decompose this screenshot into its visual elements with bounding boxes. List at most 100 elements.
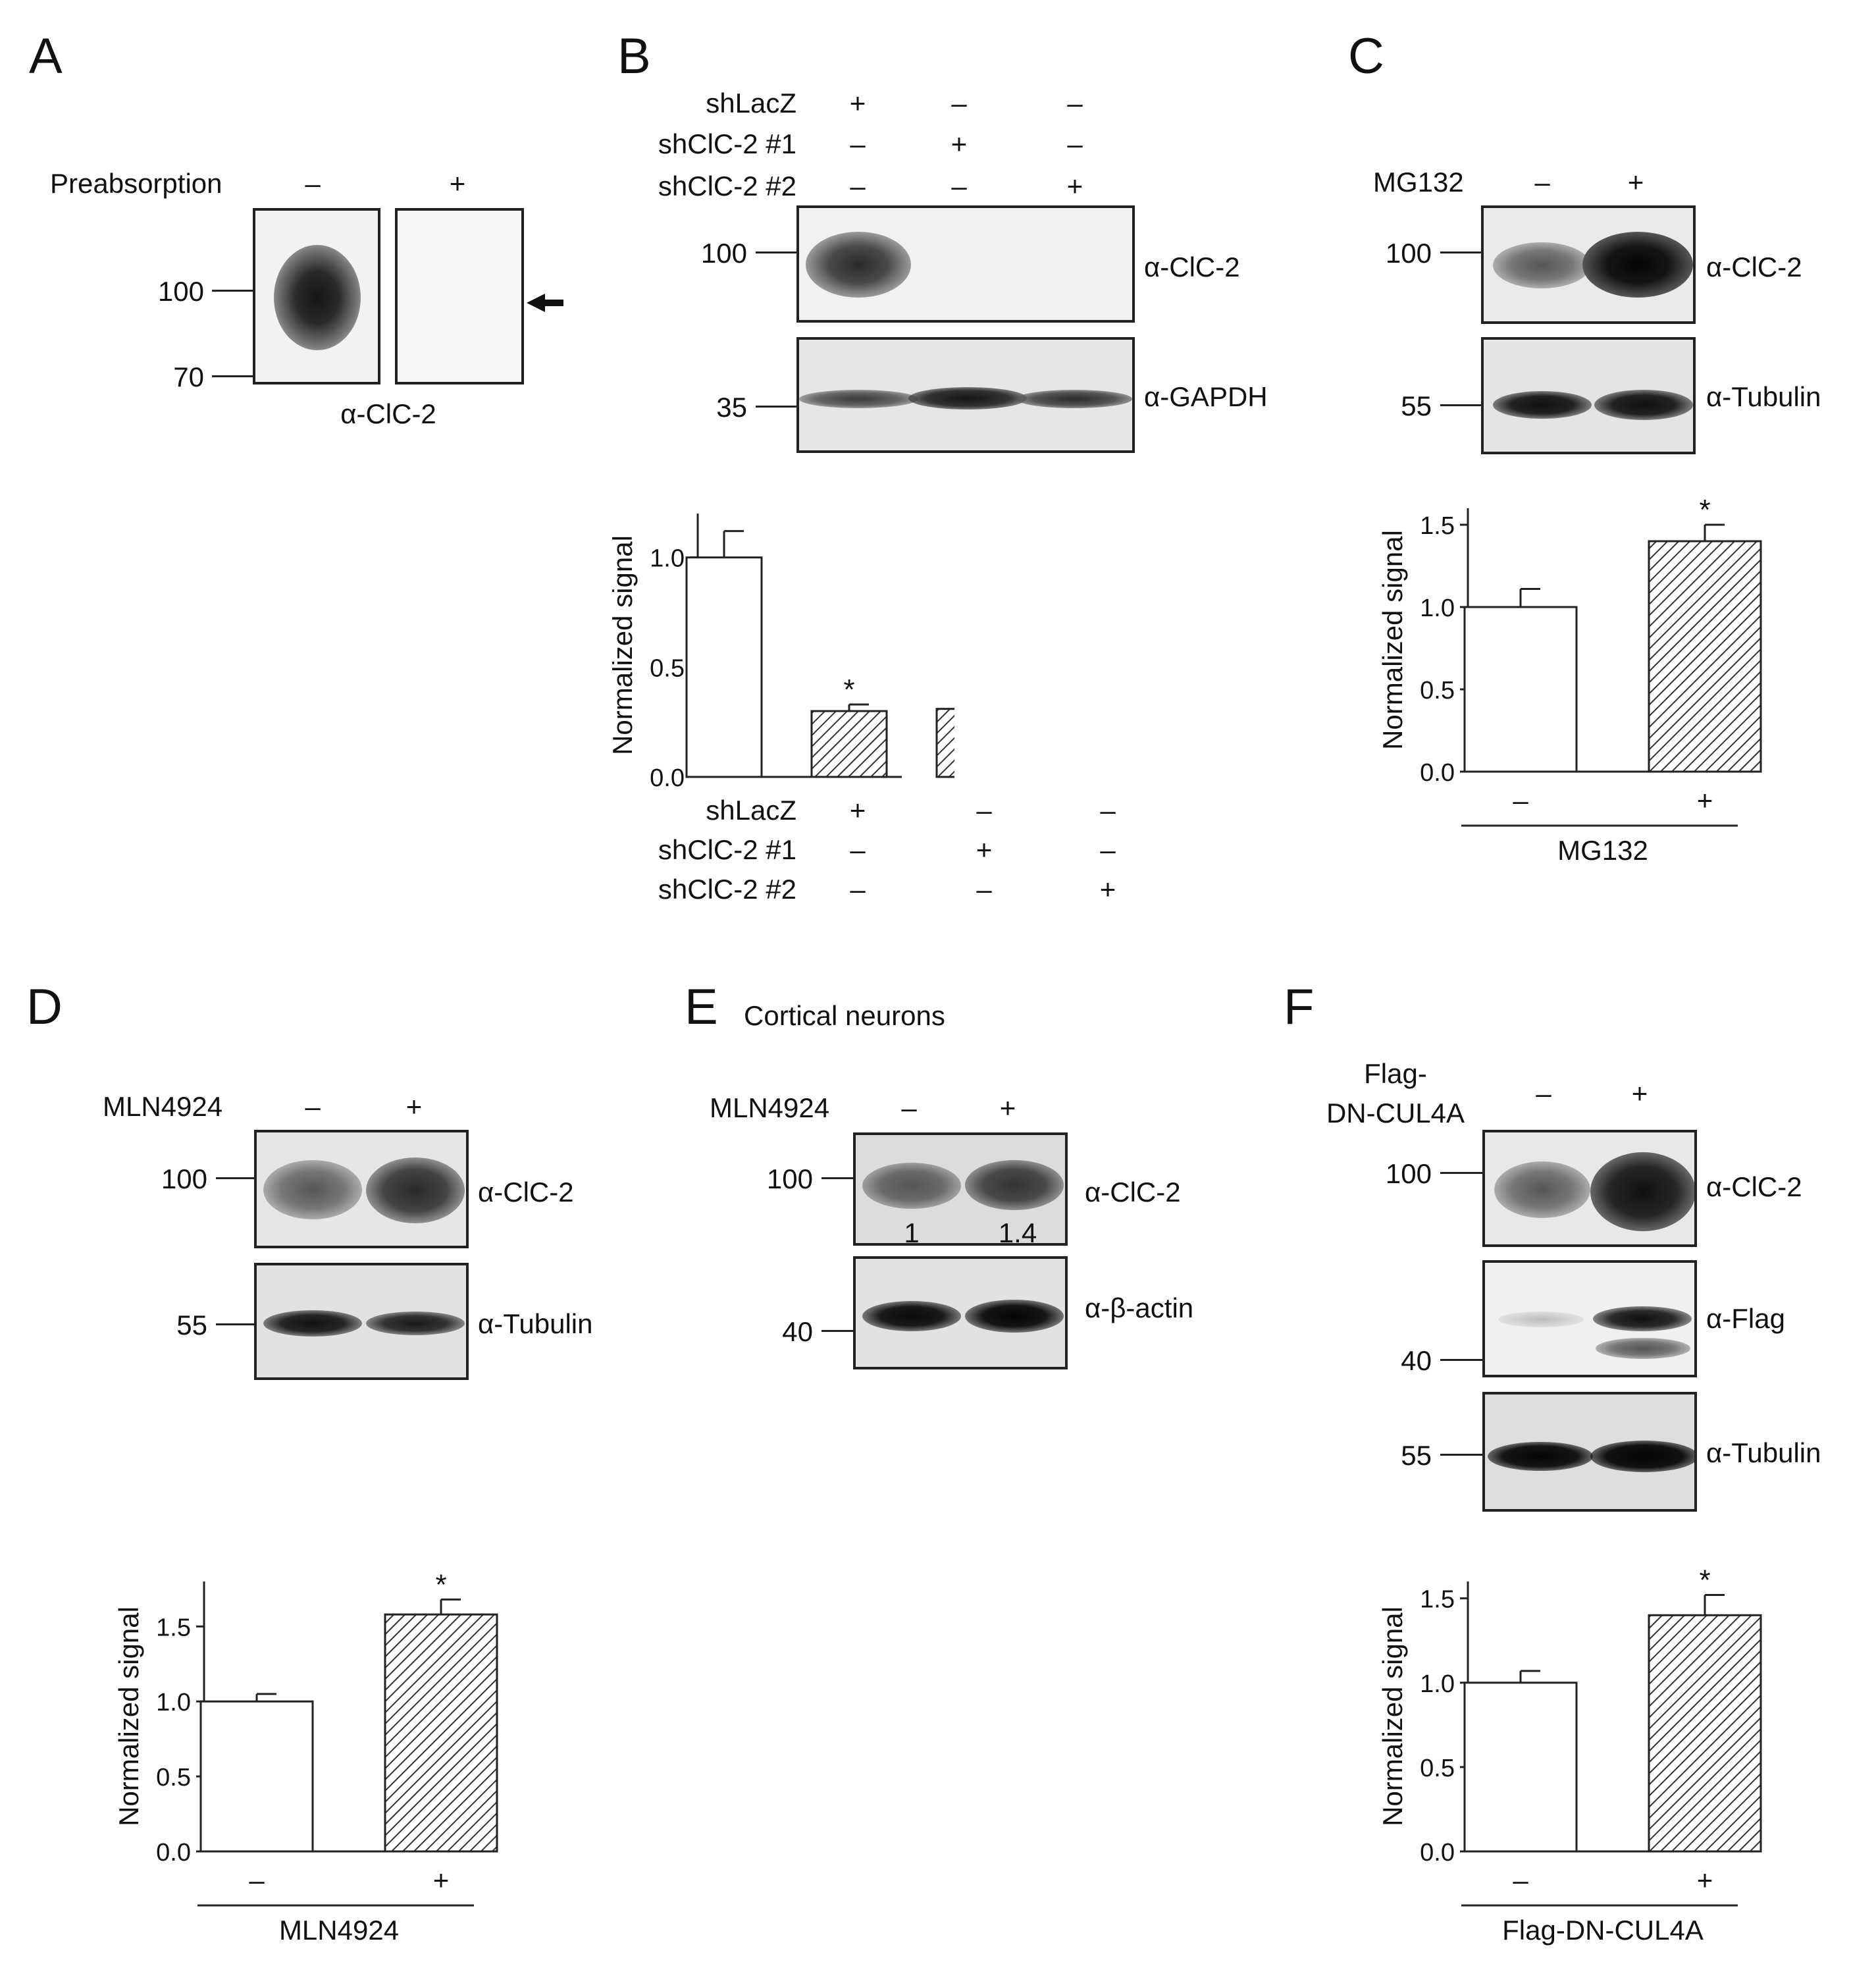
marker-tick [1440,1359,1482,1361]
band [1498,1312,1584,1327]
mw-marker: 100 [157,276,204,307]
antibody-label: α-β-actin [1085,1292,1194,1323]
bar-chart-c: 0.0 0.5 1.0 1.5 Normalized signal – * + MG132 [1377,494,1762,866]
band [806,232,911,298]
mw-marker: 100 [766,1163,813,1194]
treatment-label: MLN4924 [103,1091,223,1122]
band [1590,1152,1694,1231]
mw-marker: 35 [716,392,747,423]
blot-tubulin [254,1263,469,1380]
lane-sign: – [1100,795,1116,826]
blot-gapdh [796,337,1135,453]
lane-sign: – [305,168,321,199]
marker-tick [1440,1454,1482,1456]
band [965,1160,1064,1210]
panel-letter: A [29,28,63,84]
lane-sign: – [901,1092,917,1123]
band [1582,232,1693,298]
marker-tick [216,1177,255,1179]
y-axis-label: Normalized signal [1377,1606,1408,1826]
lane-sign: + [1631,1078,1648,1109]
band [263,1160,362,1219]
y-tick-label: 1.0 [1420,1670,1455,1698]
lane-sign: – [1100,834,1116,865]
mw-marker: 100 [1385,238,1432,269]
mw-marker: 55 [1401,390,1432,421]
marker-tick [212,375,253,377]
band [1590,1441,1694,1472]
mw-marker: 55 [1401,1440,1432,1471]
y-axis-label: Normalized signal [612,535,638,755]
lane-sign: + [999,1092,1016,1123]
mw-marker: 100 [700,238,747,269]
treatment-label: MG132 [1373,167,1464,198]
marker-tick [1440,1172,1482,1174]
lane-sign: + [951,128,968,159]
lane-sign: – [1536,1078,1551,1109]
lane-sign: – [305,1091,321,1122]
lane-sign: – [850,874,866,905]
lane-sign: – [850,128,866,159]
band [1596,1338,1690,1359]
band [862,1301,961,1331]
lane-sign: + [405,1091,423,1122]
panel-letter: F [1284,979,1315,1035]
mw-marker: 100 [1385,1158,1432,1189]
bar [1648,1614,1762,1853]
x-category-label: + [1697,1865,1713,1896]
panel-letter: D [26,979,63,1035]
lane-sign: – [951,171,967,201]
lane-sign: + [849,795,866,826]
bar-chart-f: 0.0 0.5 1.0 1.5 Normalized signal – * + Flag-DN-… [1377,1567,1762,1946]
mw-marker: 100 [161,1163,207,1194]
x-category-label: + [433,1865,450,1896]
lane-sign: – [850,834,866,865]
y-tick-label: 0.5 [1420,1755,1455,1782]
row-label: shClC-2 #1 [658,128,796,159]
x-group-label: MLN4924 [279,1915,399,1946]
lane-sign: – [850,171,866,201]
y-tick-label: 0.0 [1420,1839,1455,1867]
band [1488,1442,1593,1471]
mw-marker: 40 [1401,1345,1432,1376]
antibody-label: α-Flag [1706,1303,1785,1334]
quant-value: 1 [904,1217,920,1246]
marker-tick [756,406,796,408]
panel-title: Cortical neurons [744,1000,945,1031]
x-category-label: – [249,1865,265,1896]
y-tick-label: 0.0 [650,764,685,792]
y-tick-label: 0.0 [1420,759,1455,787]
blot-clc2 [254,1130,469,1248]
bar [384,1613,498,1853]
marker-tick [821,1330,854,1332]
bar-chart-d: 0.0 0.5 1.0 1.5 Normalized signal – * + MLN4924 [113,1568,498,1946]
band [1594,390,1693,420]
antibody-label: α-ClC-2 [1706,1171,1802,1202]
row-label: shClC-2 #2 [658,874,796,905]
lane-sign: + [976,834,993,865]
bar [1648,540,1762,773]
band [366,1312,465,1335]
blot-actin [853,1256,1068,1369]
treatment-label-line1: Flag- [1364,1058,1427,1089]
lane-sign: + [1099,874,1116,905]
band [908,387,1027,410]
bar [810,710,888,778]
antibody-label: α-Tubulin [1706,381,1821,412]
panel-letter: B [617,28,651,84]
row-label: shClC-2 #1 [658,834,796,865]
band [1493,391,1592,419]
lane-sign: – [976,795,992,826]
mw-marker: 40 [782,1316,813,1347]
bar [1463,1682,1578,1853]
x-category-label: + [1697,785,1713,816]
treatment-label-line2: DN-CUL4A [1326,1098,1465,1128]
marker-tick [216,1323,255,1325]
band [799,390,918,408]
bar [199,1700,314,1853]
y-tick-label: 0.5 [650,654,685,682]
band [862,1163,961,1209]
antibody-label: α-ClC-2 [1085,1177,1181,1208]
